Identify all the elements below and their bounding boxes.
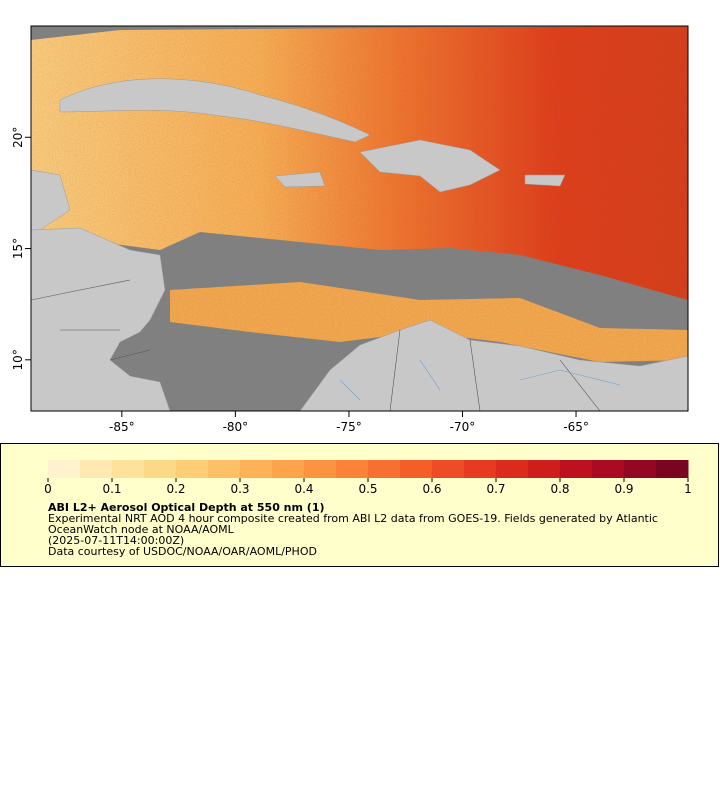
colorbar-step — [464, 460, 497, 478]
colorbar-tick-label: 0.4 — [294, 482, 313, 496]
y-tick-label: 20° — [11, 127, 25, 148]
colorbar-step — [368, 460, 401, 478]
borders — [31, 279, 601, 411]
colorbar-step — [336, 460, 369, 478]
colorbar-step — [144, 460, 177, 478]
colorbar-step — [304, 460, 337, 478]
map-area — [31, 26, 688, 411]
y-tick-label: 15° — [11, 238, 25, 259]
colorbar-tick-label: 0 — [44, 482, 52, 496]
plot-frame — [30, 25, 689, 412]
colorbar-step — [496, 460, 529, 478]
colorbar-step — [176, 460, 209, 478]
colorbar-step — [48, 460, 81, 478]
legend-text: Experimental NRT AOD 4 hour composite cr… — [48, 512, 658, 525]
colorbar-step — [400, 460, 433, 478]
colorbar-tick-label: 0.5 — [358, 482, 377, 496]
colorbar-step — [528, 460, 561, 478]
legend-title: ABI L2+ Aerosol Optical Depth at 550 nm … — [48, 501, 325, 514]
colorbar-tick-label: 0.6 — [422, 482, 441, 496]
colorbar-step — [624, 460, 657, 478]
x-tick-label: -85° — [109, 420, 135, 434]
colorbar-step — [656, 460, 689, 478]
colorbar-step — [432, 460, 465, 478]
colorbar-tick-label: 1 — [684, 482, 692, 496]
colorbar-tick-label: 0.3 — [230, 482, 249, 496]
land — [31, 78, 688, 411]
x-tick-label: -80° — [223, 420, 249, 434]
x-tick-label: -75° — [336, 420, 362, 434]
colorbar-step — [272, 460, 305, 478]
legend-text: Data courtesy of USDOC/NOAA/OAR/AOML/PHO… — [48, 545, 317, 558]
colorbar-tick-label: 0.8 — [550, 482, 569, 496]
colorbar-step — [80, 460, 113, 478]
colorbar-step — [592, 460, 625, 478]
colorbar-tick-label: 0.7 — [486, 482, 505, 496]
colorbar-step — [112, 460, 145, 478]
colorbar-step — [240, 460, 273, 478]
y-tick-label: 10° — [11, 349, 25, 370]
x-tick-label: -65° — [563, 420, 589, 434]
colorbar-tick-label: 0.9 — [614, 482, 633, 496]
x-tick-label: -70° — [450, 420, 476, 434]
colorbar-step — [560, 460, 593, 478]
colorbar-tick-label: 0.1 — [102, 482, 121, 496]
colorbar-step — [208, 460, 241, 478]
rivers — [339, 359, 621, 401]
legend-text: OceanWatch node at NOAA/AOML — [48, 523, 235, 536]
colorbar-tick-label: 0.2 — [166, 482, 185, 496]
legend-text: (2025-07-11T14:00:00Z) — [48, 534, 184, 547]
